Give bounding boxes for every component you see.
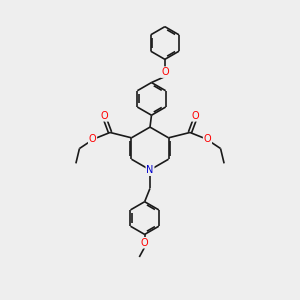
- Text: N: N: [146, 165, 154, 175]
- Text: O: O: [204, 134, 211, 144]
- Text: O: O: [101, 111, 109, 121]
- Text: O: O: [89, 134, 96, 144]
- Text: O: O: [161, 67, 169, 77]
- Text: O: O: [141, 238, 148, 248]
- Text: O: O: [191, 111, 199, 121]
